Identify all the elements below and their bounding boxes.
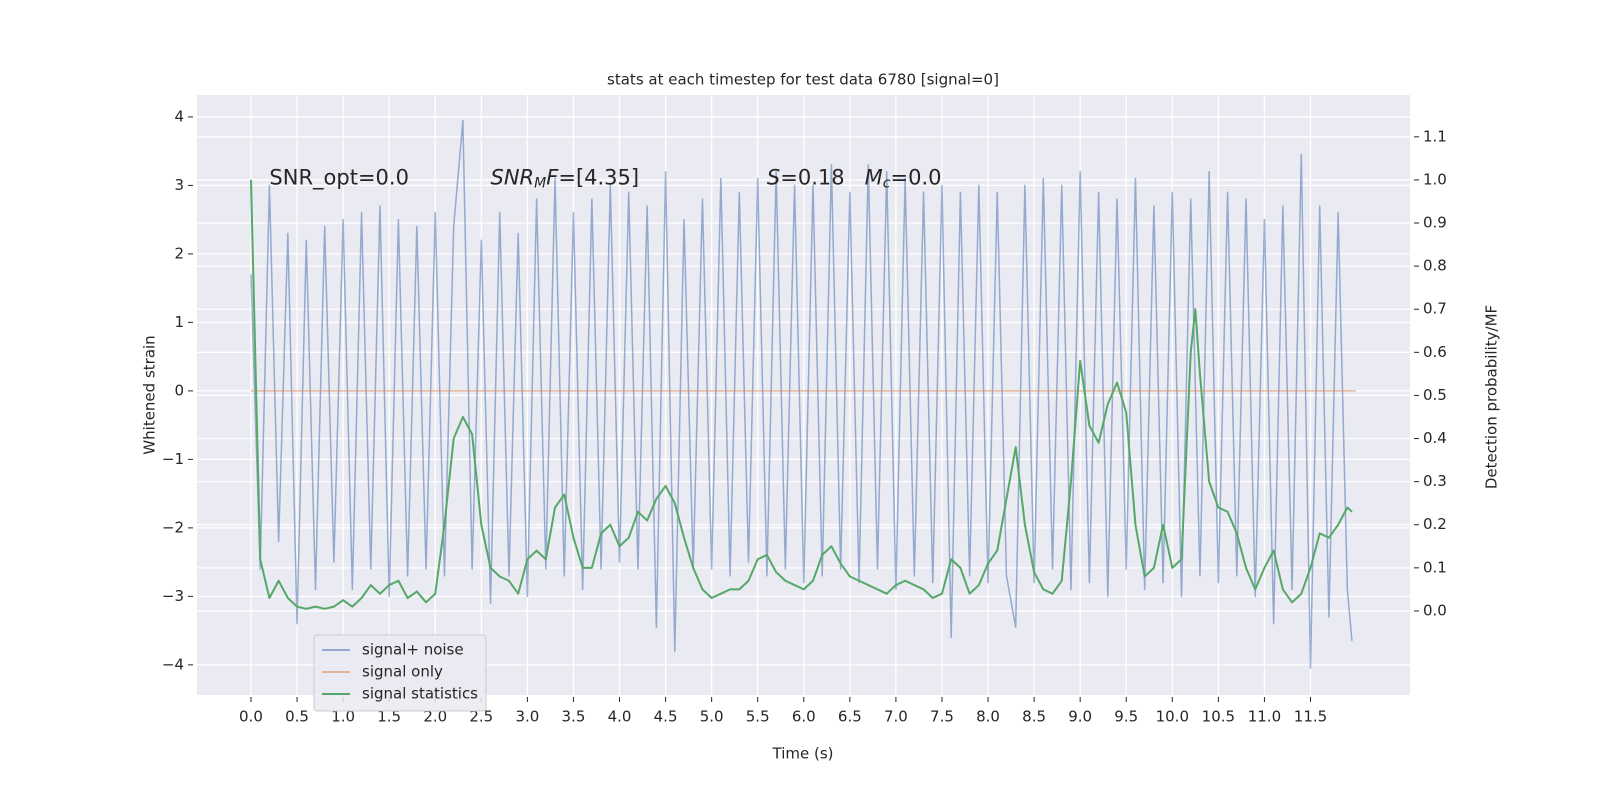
y2-tick-label: 0.3	[1423, 472, 1447, 490]
x-tick-label: 1.0	[331, 708, 355, 726]
y2-tick-label: 1.1	[1423, 127, 1447, 145]
annotation: SNR_opt=0.0	[269, 166, 409, 191]
x-tick-label: 8.0	[976, 708, 1000, 726]
x-tick-label: 11.0	[1248, 708, 1281, 726]
annotation-part: SNR	[491, 166, 535, 190]
x-tick-label: 8.5	[1022, 708, 1046, 726]
x-tick-label: 5.5	[746, 708, 770, 726]
x-tick-label: 3.0	[515, 708, 539, 726]
annotation-part: M	[534, 176, 546, 192]
x-tick-label: 4.5	[654, 708, 678, 726]
annotation-part: c	[883, 176, 891, 192]
annotation-part: =[4.35]	[558, 166, 639, 190]
marks	[249, 119, 1356, 670]
annotation: S=0.18 Mc=0.0	[767, 166, 942, 192]
series-line	[249, 179, 1353, 610]
x-tick-label: 0.5	[285, 708, 309, 726]
y-axis-label: Whitened strain	[141, 335, 159, 454]
x-tick-label: 2.0	[423, 708, 447, 726]
x-tick-label: 6.5	[838, 708, 862, 726]
y2-tick-label: 0.9	[1423, 214, 1447, 232]
grid	[197, 95, 1410, 695]
x-tick-label: 6.0	[792, 708, 816, 726]
x-tick-label: 2.5	[469, 708, 493, 726]
y-tick-label: −3	[162, 587, 184, 605]
series-line	[250, 119, 1353, 670]
y2-tick-label: 0.8	[1423, 257, 1447, 275]
x-axis-label: Time (s)	[772, 745, 834, 763]
legend-label: signal only	[362, 663, 443, 681]
y2-tick-label: 0.1	[1423, 558, 1447, 576]
x-tick-label: 0.0	[239, 708, 263, 726]
y-tick-label: 0	[174, 381, 184, 399]
chart-title: stats at each timestep for test data 678…	[607, 71, 999, 89]
y-tick-label: 4	[174, 107, 184, 125]
y-tick-label: −1	[162, 450, 184, 468]
legend-label: signal+ noise	[362, 641, 464, 659]
y-tick-label: 2	[174, 244, 184, 262]
legend-box	[313, 634, 487, 712]
y2-axis-label: Detection probability/MF	[1483, 305, 1501, 489]
annotation-part: M	[865, 166, 883, 190]
annotation-part: =0.0	[890, 166, 941, 190]
y2-tick-label: 0.4	[1423, 429, 1447, 447]
annotation-part: =0.18	[780, 166, 864, 190]
x-tick-label: 3.5	[562, 708, 586, 726]
y2-tick-label: 0.5	[1423, 386, 1447, 404]
y2-tick-label: 0.6	[1423, 343, 1447, 361]
y2-tick-label: 0.0	[1423, 601, 1447, 619]
x-tick-label: 7.0	[884, 708, 908, 726]
y-tick-label: −2	[162, 518, 184, 536]
y-tick-label: −4	[162, 655, 184, 673]
legend-label: signal statistics	[362, 685, 478, 703]
annotation-part: F	[546, 166, 559, 190]
x-tick-label: 9.5	[1114, 708, 1138, 726]
labels: 0.0 0.5 1.0 1.5 2.0 2.5 3.0 3.5 4.0 4.5 5.0 5.5 6.0 6…	[162, 107, 1447, 725]
annotation-part: S	[767, 166, 780, 190]
y-tick-label: 1	[174, 313, 184, 331]
annotation: SNRMF=[4.35]	[491, 166, 640, 192]
y2-tick-label: 0.2	[1423, 515, 1447, 533]
x-tick-label: 11.5	[1294, 708, 1327, 726]
annotation-part: SNR_opt=0.0	[269, 166, 409, 191]
x-tick-label: 10.5	[1202, 708, 1235, 726]
x-tick-label: 1.5	[377, 708, 401, 726]
x-tick-label: 9.0	[1068, 708, 1092, 726]
y2-tick-label: 1.0	[1423, 170, 1447, 188]
x-tick-label: 7.5	[930, 708, 954, 726]
x-tick-label: 4.0	[608, 708, 632, 726]
x-tick-label: 5.0	[700, 708, 724, 726]
x-tick-label: 10.0	[1156, 708, 1189, 726]
y-tick-label: 3	[174, 176, 184, 194]
y2-tick-label: 0.7	[1423, 300, 1447, 318]
